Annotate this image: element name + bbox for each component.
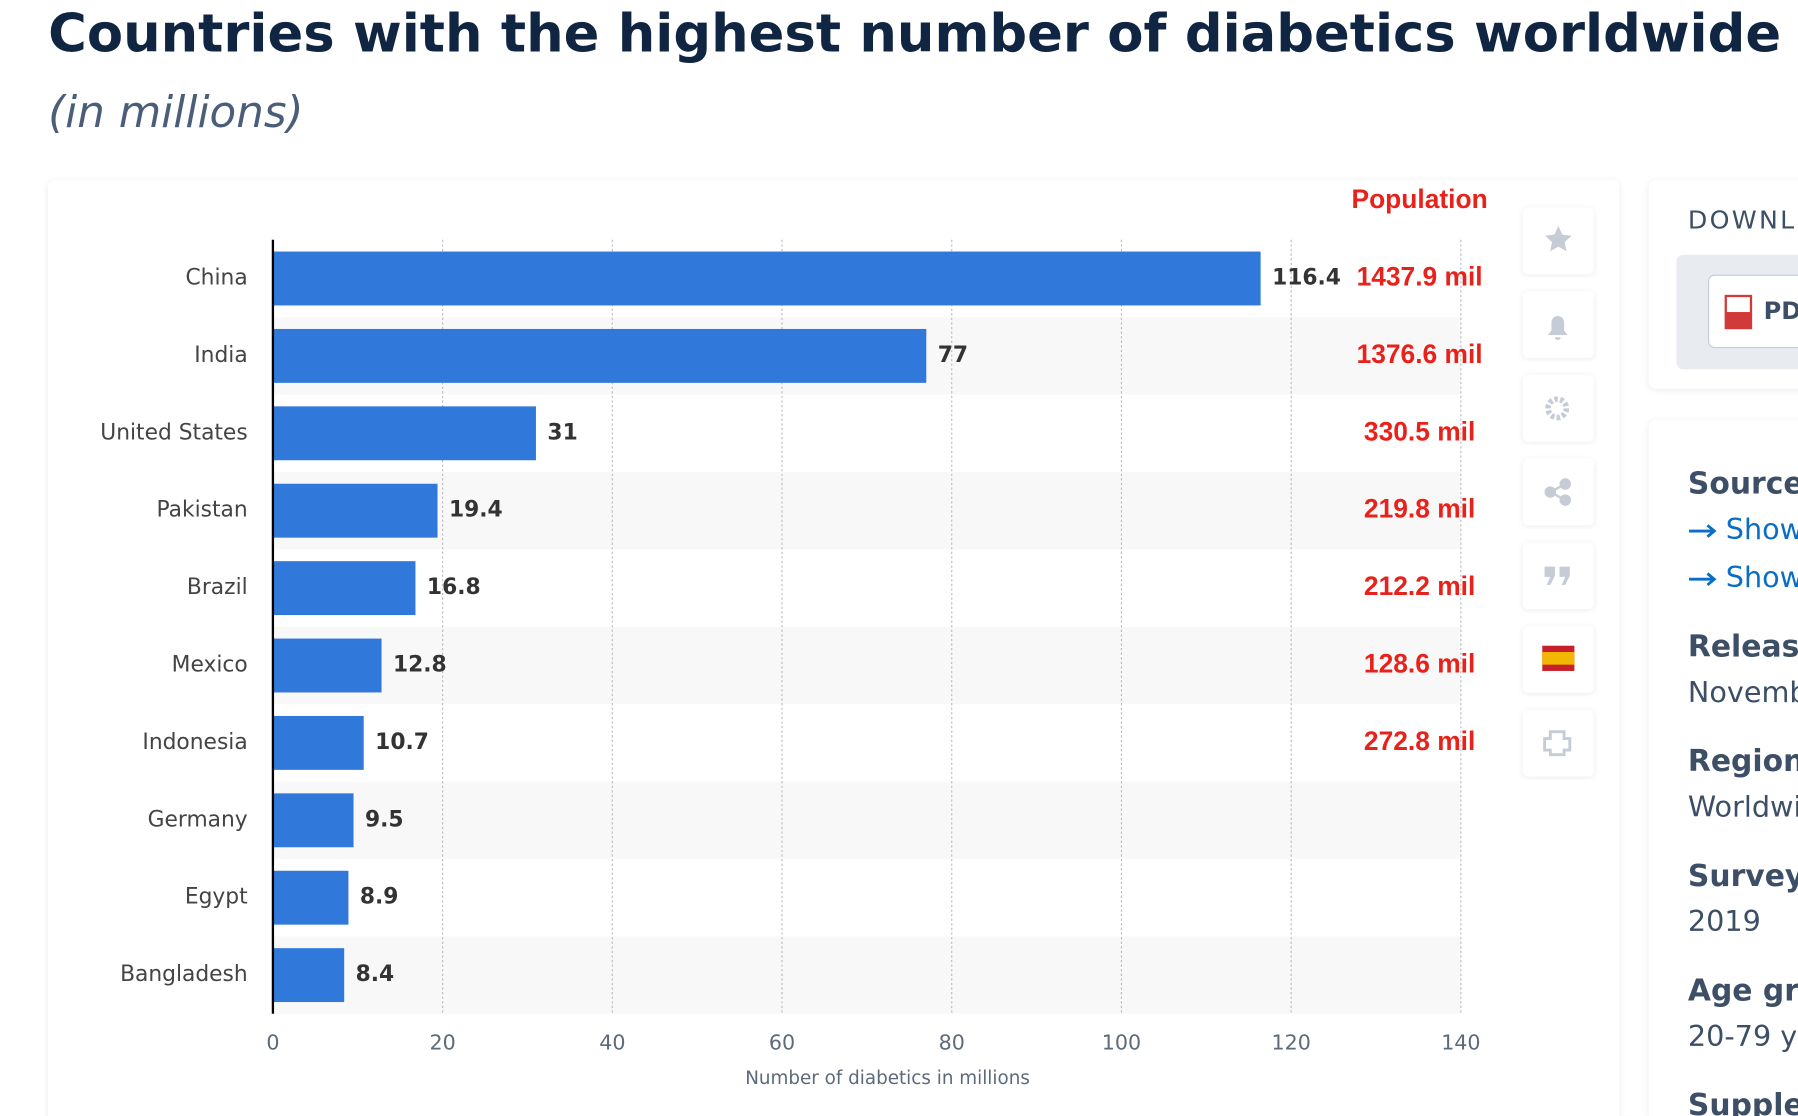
chart-subtitle: (in millions) (48, 88, 303, 138)
x-tick-label: 0 (266, 1031, 279, 1055)
y-tick-label: China (185, 265, 247, 290)
bell-icon (1548, 316, 1568, 341)
bar (272, 715, 364, 770)
detail-label: Age gro (1688, 974, 1798, 1009)
value-label: 8.4 (356, 962, 395, 987)
share-button[interactable] (1522, 458, 1594, 526)
pdf-label: PD (1764, 297, 1798, 325)
detail-label: Source (1688, 467, 1798, 502)
value-label: 10.7 (375, 730, 429, 755)
x-tick-label: 120 (1271, 1031, 1310, 1055)
annotation: 330.5 mil (1364, 416, 1475, 446)
value-label: 31 (547, 420, 577, 445)
detail-label: Region (1688, 744, 1798, 779)
details-card (1648, 419, 1798, 1116)
bar (272, 638, 382, 693)
y-tick-label: Egypt (185, 885, 248, 910)
detail-value: 2019 (1688, 904, 1761, 938)
chart: 0 20 40 60 80 100 120 140 Number of diabetics in… (100, 184, 1487, 1089)
annotation: 212.2 mil (1364, 571, 1475, 601)
x-tick-label: 40 (599, 1031, 625, 1055)
share-icon (1544, 478, 1571, 506)
value-label: 9.5 (365, 807, 404, 832)
x-tick-label: 140 (1441, 1031, 1480, 1055)
bar (272, 328, 927, 383)
value-label: 12.8 (393, 653, 447, 678)
settings-button[interactable] (1522, 375, 1594, 442)
bar (272, 406, 536, 461)
detail-label: Release (1688, 630, 1798, 665)
flag-stripe (1542, 652, 1575, 665)
x-tick-label: 60 (769, 1031, 795, 1055)
toolbar (1522, 207, 1594, 777)
row-band (272, 626, 1461, 705)
star-icon (1545, 226, 1572, 252)
pdf-button[interactable] (1707, 274, 1798, 349)
y-tick-label: Indonesia (142, 730, 247, 755)
y-tick-label: Brazil (187, 575, 248, 600)
bar (272, 793, 354, 848)
x-tick-label: 80 (939, 1031, 965, 1055)
quote-icon (1544, 566, 1570, 585)
row-band (272, 471, 1461, 550)
detail-value: Novemb (1688, 675, 1798, 709)
detail-value: 20-79 ye (1688, 1019, 1798, 1053)
annotation: 272.8 mil (1364, 726, 1475, 756)
x-tick-label: 20 (429, 1031, 455, 1055)
arrow-icon (1689, 572, 1717, 587)
cite-button[interactable] (1522, 542, 1594, 610)
annotation: 1437.9 mil (1357, 261, 1483, 291)
value-label: 16.8 (427, 575, 481, 600)
annotation: 1376.6 mil (1357, 339, 1483, 369)
gear-icon (1545, 396, 1570, 421)
detail-label: Survey (1688, 859, 1798, 894)
y-tick-label: Bangladesh (120, 962, 248, 987)
bar (272, 870, 349, 925)
bar (272, 251, 1261, 306)
details: Source Show Show Release Novemb Region Worldwi… (1688, 467, 1798, 1116)
detail-label: Supplen (1688, 1088, 1798, 1116)
sidebar: DOWNL PD Source Show Show Release Novemb Regi… (1648, 180, 1798, 1116)
x-axis-label: Number of diabetics in millions (745, 1068, 1030, 1089)
download-heading: DOWNL (1688, 205, 1797, 234)
row-band (272, 936, 1461, 1014)
annotation: 128.6 mil (1364, 648, 1475, 678)
row-band (272, 781, 1461, 860)
detail-link[interactable]: Show (1726, 512, 1798, 546)
bar (272, 948, 345, 1003)
arrow-icon (1689, 524, 1717, 538)
chart-title: Countries with the highest number of dia… (48, 3, 1798, 64)
y-tick-label: United States (100, 420, 247, 445)
annotation-title: Population (1352, 184, 1488, 214)
value-label: 77 (938, 343, 968, 368)
print-icon (1543, 730, 1572, 757)
print-button[interactable] (1522, 709, 1594, 777)
bar (272, 561, 416, 616)
annotation: 219.8 mil (1364, 494, 1475, 524)
pdf-icon-band (1725, 312, 1751, 329)
x-tick-label: 100 (1102, 1031, 1141, 1055)
value-label: 116.4 (1272, 265, 1341, 290)
y-tick-label: Mexico (172, 653, 248, 678)
y-tick-label: India (194, 343, 247, 368)
y-tick-label: Germany (148, 807, 248, 832)
y-tick-label: Pakistan (157, 498, 248, 523)
detail-link[interactable]: Show (1726, 560, 1798, 594)
value-label: 19.4 (449, 498, 503, 523)
value-label: 8.9 (360, 885, 399, 910)
bar (272, 483, 438, 538)
detail-value: Worldwi (1688, 790, 1798, 824)
